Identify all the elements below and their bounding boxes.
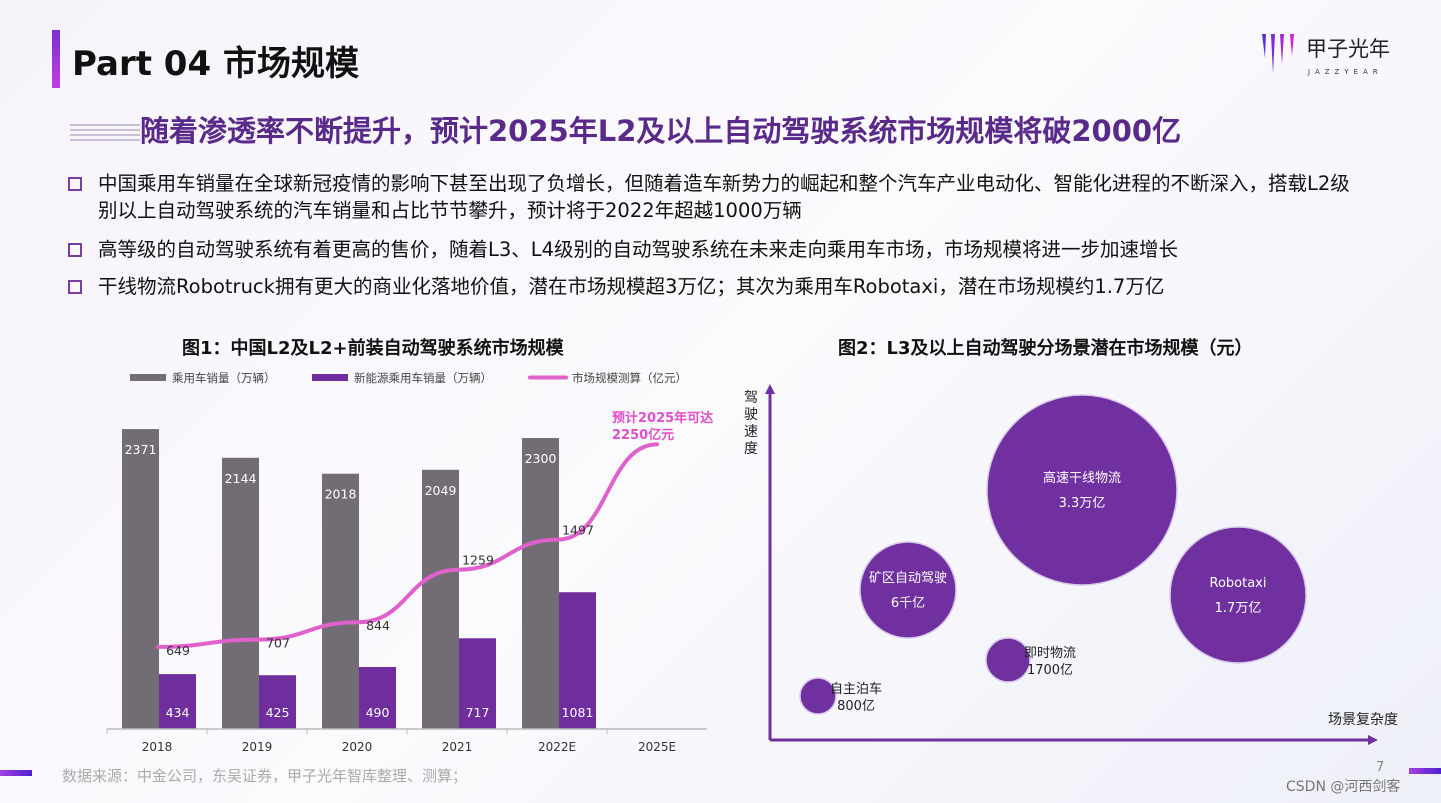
bar xyxy=(359,667,396,729)
bullet-square-icon xyxy=(68,243,82,257)
chart1-title: 图1：中国L2及L2+前装自动驾驶系统市场规模 xyxy=(182,338,564,359)
bubble-label: 矿区自动驾驶 xyxy=(869,571,947,586)
market-size-line xyxy=(156,442,659,649)
watermark: CSDN @河西剑客 xyxy=(1286,779,1401,795)
bubble-value: 1.7万亿 xyxy=(1215,601,1262,616)
x-tick-label: 2020 xyxy=(342,740,373,754)
logo-subtext: JAZZYEAR xyxy=(1307,68,1383,76)
line-value-label: 1497 xyxy=(562,523,594,538)
bar-value-label: 2018 xyxy=(325,487,357,502)
x-axis-arrow-icon xyxy=(1368,735,1378,745)
legend-label: 乘用车销量（万辆） xyxy=(172,371,276,385)
subtitle-decoration xyxy=(70,124,140,142)
legend-swatch xyxy=(130,374,166,381)
x-axis-label: 场景复杂度 xyxy=(1328,711,1398,728)
y-axis-arrow-icon xyxy=(765,384,775,394)
bar xyxy=(222,457,259,729)
annotation-text: 2250亿元 xyxy=(612,427,674,443)
line-value-label: 1259 xyxy=(462,553,494,568)
legend-label: 新能源乘用车销量（万辆） xyxy=(354,371,492,385)
title-accent-bar xyxy=(52,30,60,88)
bullet-text: 中国乘用车销量在全球新冠疫情的影响下甚至出现了负增长，但随着造车新势力的崛起和整… xyxy=(98,172,1350,222)
bar xyxy=(159,674,196,729)
bullet-text: 高等级的自动驾驶系统有着更高的售价，随着L3、L4级别的自动驾驶系统在未来走向乘… xyxy=(98,238,1179,261)
bullet-item: 干线物流Robotruck拥有更大的商业化落地价值，潜在市场规模超3万亿；其次为… xyxy=(68,273,1368,300)
bubble-value: 3.3万亿 xyxy=(1059,496,1106,511)
legend-swatch xyxy=(312,374,348,381)
bullet-item: 高等级的自动驾驶系统有着更高的售价，随着L3、L4级别的自动驾驶系统在未来走向乘… xyxy=(68,236,1368,263)
legend-label: 市场规模测算（亿元） xyxy=(572,371,687,385)
bar-value-label: 717 xyxy=(466,705,490,720)
bar-value-label: 2144 xyxy=(225,471,257,486)
bar-line-chart: 乘用车销量（万辆） 新能源乘用车销量（万辆） 市场规模测算（亿元） 2371 434 20… xyxy=(106,371,713,754)
bullet-item: 中国乘用车销量在全球新冠疫情的影响下甚至出现了负增长，但随着造车新势力的崛起和整… xyxy=(68,170,1368,224)
x-tick-label: 2021 xyxy=(442,740,473,754)
corner-accent xyxy=(0,770,32,776)
logo-text: 甲子光年 xyxy=(1306,37,1390,61)
bar xyxy=(559,592,596,729)
bubble-label: 即时物流 xyxy=(1024,646,1076,661)
bubble xyxy=(986,394,1178,586)
bar xyxy=(322,473,359,729)
bullet-square-icon xyxy=(68,177,82,191)
bar-value-label: 2049 xyxy=(425,483,457,498)
bubble-label: 自主泊车 xyxy=(830,681,882,697)
bar xyxy=(522,438,559,729)
x-tick-label: 2019 xyxy=(242,740,273,754)
bubble-value: 1700亿 xyxy=(1027,663,1073,678)
bar-value-label: 1081 xyxy=(562,705,594,720)
corner-accent xyxy=(1409,768,1441,774)
y-axis-label: 驾驶速度 xyxy=(744,390,758,457)
bubble xyxy=(985,637,1031,683)
bullet-square-icon xyxy=(68,280,82,294)
bar xyxy=(122,429,159,729)
bubble-value: 6千亿 xyxy=(891,596,925,611)
bubble xyxy=(1169,526,1307,664)
bar xyxy=(422,469,459,729)
bar-value-label: 2371 xyxy=(125,442,157,457)
bar-value-label: 434 xyxy=(166,705,190,720)
bubble xyxy=(859,541,957,639)
bubble-label: Robotaxi xyxy=(1210,576,1267,591)
data-source: 数据来源：中金公司，东吴证券，甲子光年智库整理、测算； xyxy=(62,767,468,785)
bar xyxy=(459,638,496,729)
bar-value-label: 2300 xyxy=(525,451,557,466)
line-value-label: 707 xyxy=(266,636,290,651)
bubble xyxy=(799,677,837,715)
logo: 甲子光年 JAZZYEAR xyxy=(1258,32,1398,92)
page-number: 7 xyxy=(1376,760,1385,775)
annotation-text: 预计2025年可达 xyxy=(612,410,713,426)
x-tick-label: 2018 xyxy=(142,740,173,754)
page-subtitle: 随着渗透率不断提升，预计2025年L2及以上自动驾驶系统市场规模将破2000亿 xyxy=(140,114,1182,148)
bar xyxy=(259,675,296,729)
x-tick-label: 2022E xyxy=(538,740,576,754)
x-tick-label: 2025E xyxy=(638,740,676,754)
line-value-label: 649 xyxy=(166,643,190,658)
line-value-label: 844 xyxy=(366,618,390,633)
bubble-chart: 场景复杂度 高速干线物流 3.3万亿 Robotaxi 1.7万亿 矿区自动驾驶 6千亿即时… xyxy=(765,384,1398,745)
page-title: Part 04 市场规模 xyxy=(72,44,359,84)
chart2-title: 图2：L3及以上自动驾驶分场景潜在市场规模（元） xyxy=(838,338,1253,359)
bullet-text: 干线物流Robotruck拥有更大的商业化落地价值，潜在市场规模超3万亿；其次为… xyxy=(98,275,1165,298)
bar-value-label: 425 xyxy=(266,705,290,720)
bubble-value: 800亿 xyxy=(837,699,875,714)
bar-value-label: 490 xyxy=(366,705,390,720)
bubble-label: 高速干线物流 xyxy=(1043,470,1121,486)
